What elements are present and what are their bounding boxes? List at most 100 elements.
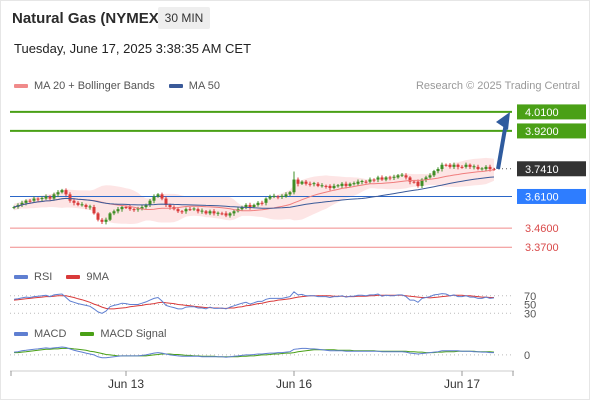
candle-body: [296, 179, 300, 184]
candle-body: [240, 207, 244, 210]
candle-body: [404, 175, 408, 178]
candle-body: [112, 211, 116, 214]
candle-body: [444, 164, 448, 166]
level-label-3.7410: 3.7410: [525, 164, 559, 176]
candle-body: [160, 194, 164, 199]
candle-body: [368, 179, 372, 182]
candle-body: [416, 181, 420, 186]
candle-body: [244, 204, 248, 208]
ma50-legend-label: MA 50: [188, 80, 220, 92]
rsi-line: [13, 291, 495, 314]
candle-body: [284, 194, 288, 197]
level-tag-4.0100: [517, 104, 586, 120]
candle-body: [340, 183, 344, 186]
candle-body: [64, 190, 68, 195]
candle-body: [356, 181, 360, 184]
ma20-swatch: [14, 84, 28, 88]
candle-body: [412, 181, 416, 183]
candle-body: [344, 183, 348, 186]
level-label-3.6100: 3.6100: [525, 191, 559, 203]
candle-body: [136, 208, 140, 210]
macd-legend: MACD MACD Signal: [14, 328, 166, 340]
level-tag-3.9200: [517, 123, 586, 139]
chart-header: Natural Gas (NYMEX) 30 MIN: [0, 0, 590, 37]
candle-body: [316, 183, 320, 186]
candle-body: [32, 198, 36, 201]
candle-body: [324, 185, 328, 187]
level-label-4.0100: 4.0100: [525, 107, 559, 119]
candle-body: [256, 202, 260, 205]
candle-body: [376, 177, 380, 180]
candle-body: [380, 177, 384, 180]
level-tag-3.6100: [517, 188, 586, 204]
candle-body: [104, 219, 108, 222]
candle-body: [56, 192, 60, 195]
candle-body: [436, 168, 440, 172]
candle-body: [264, 198, 268, 203]
ma50-line: [13, 176, 495, 209]
instrument-title: Natural Gas (NYMEX): [12, 10, 164, 27]
research-credit: Research © 2025 Trading Central: [415, 80, 580, 92]
macd-tick-0: 0: [524, 350, 530, 362]
forecast-arrow-shaft: [496, 122, 508, 170]
candle-body: [372, 179, 376, 181]
candle-body: [72, 200, 76, 203]
level-label-3.9200: 3.9200: [525, 126, 559, 138]
candle-body: [468, 164, 472, 167]
candle-body: [460, 166, 464, 168]
candle-body: [428, 175, 432, 178]
candle-body: [148, 200, 152, 205]
candle-body: [204, 211, 208, 214]
candle-body: [24, 200, 28, 203]
candle-body: [40, 197, 44, 199]
candle-body: [336, 185, 340, 187]
candle-body: [272, 195, 276, 197]
candle-body: [472, 166, 476, 168]
ma50-swatch: [168, 84, 183, 88]
candle-body: [320, 185, 324, 187]
candle-body: [168, 204, 172, 208]
candle-body: [280, 195, 284, 197]
rsi-swatch: [14, 275, 28, 279]
level-label-3.3700: 3.3700: [525, 242, 559, 254]
candle-body: [76, 202, 80, 205]
candle-body: [220, 213, 224, 215]
candle-body: [440, 164, 444, 169]
level-label-3.4600: 3.4600: [525, 223, 559, 235]
candle-body: [140, 207, 144, 210]
candle-body: [260, 202, 264, 204]
candle-body: [276, 196, 280, 198]
candle-body: [484, 166, 488, 169]
candle-body: [424, 177, 428, 180]
candle-body: [328, 185, 332, 189]
macd-legend-label: MACD: [34, 328, 67, 340]
chart-datetime: Tuesday, June 17, 2025 3:38:35 AM CET: [14, 41, 252, 56]
candle-body: [332, 185, 336, 189]
rsi-tick-50: 50: [524, 300, 536, 312]
candle-body: [60, 190, 64, 193]
candle-body: [452, 164, 456, 167]
rsi-ma-swatch: [66, 275, 81, 279]
candle-body: [308, 183, 312, 185]
timeframe-button[interactable]: 30 MIN: [158, 7, 210, 29]
candle-body: [20, 202, 24, 205]
candle-body: [224, 213, 228, 216]
candle-body: [120, 207, 124, 210]
candle-body: [268, 196, 272, 199]
level-tag-3.7410: [517, 161, 586, 177]
candle-body: [488, 166, 492, 169]
candle-body: [300, 181, 304, 184]
forecast-arrow-head: [496, 112, 510, 131]
candle-body: [212, 211, 216, 214]
candle-body: [176, 209, 180, 212]
candle-body: [476, 166, 480, 169]
candle-body: [100, 219, 104, 222]
rsi-legend-label: RSI: [34, 271, 53, 283]
candle-body: [448, 164, 452, 167]
candle-body: [84, 204, 88, 208]
candle-body: [124, 207, 128, 209]
macd-signal-swatch: [80, 332, 95, 336]
candle-body: [196, 209, 200, 212]
candle-body: [288, 192, 292, 195]
